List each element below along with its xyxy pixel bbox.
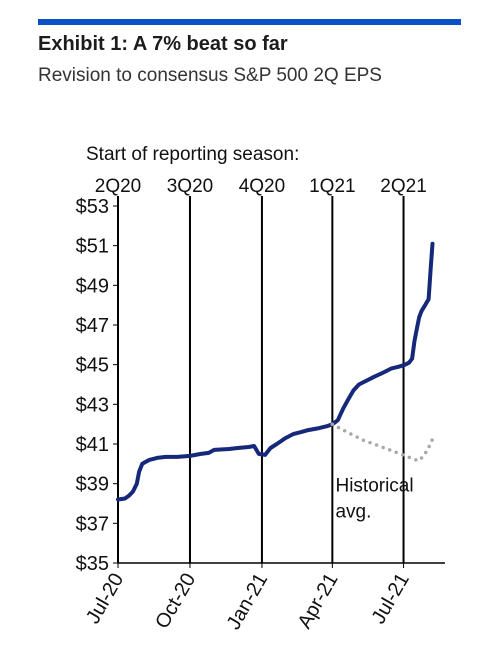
season-label-1q21: 1Q21 [309, 176, 355, 197]
annotation-label: Historical [335, 476, 413, 497]
eps-revision-line [116, 241, 435, 502]
chart-subtitle: Revision to consensus S&P 500 2Q EPS [38, 65, 382, 86]
y-tick-label: $51 [76, 236, 109, 258]
x-tick-label: Jan-21 [223, 570, 273, 634]
season-label-2q21: 2Q21 [380, 176, 426, 197]
reporting-season-label: Start of reporting season: [86, 144, 299, 165]
x-tick-label: Oct-20 [151, 570, 200, 633]
historical-avg-line [330, 422, 437, 463]
y-tick-label: $43 [76, 394, 109, 416]
header-accent-bar [38, 19, 461, 25]
x-tick-label: Jul-20 [82, 570, 128, 628]
x-tick-label: Apr-21 [294, 570, 343, 633]
y-tick-label: $35 [76, 553, 109, 575]
y-tick-label: $49 [76, 275, 109, 297]
season-label-3q20: 3Q20 [167, 176, 213, 197]
season-label-2q20: 2Q20 [95, 176, 141, 197]
series-layer [116, 241, 437, 502]
y-tick-label: $37 [76, 513, 109, 535]
chart-title: Exhibit 1: A 7% beat so far [38, 33, 288, 55]
y-tick-label: $39 [76, 474, 109, 496]
y-tick-label: $41 [76, 434, 109, 456]
x-tick-label: Jul-21 [368, 570, 414, 628]
labels-layer: Start of reporting season: 2Q20 3Q20 4Q20 1Q… [76, 144, 427, 633]
y-tick-label: $53 [76, 196, 109, 218]
season-label-4q20: 4Q20 [239, 176, 285, 197]
y-tick-label: $45 [76, 355, 109, 377]
y-tick-label: $47 [76, 315, 109, 337]
annotation-label: avg. [335, 501, 371, 522]
axes-layer [113, 205, 445, 568]
